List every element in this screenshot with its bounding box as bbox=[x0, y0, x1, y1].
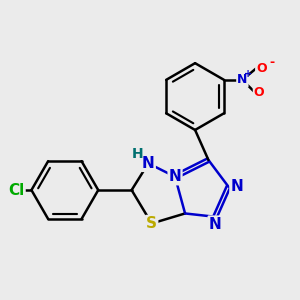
Text: N: N bbox=[230, 179, 243, 194]
Text: N: N bbox=[209, 217, 221, 232]
Text: H: H bbox=[132, 147, 143, 161]
Text: N: N bbox=[169, 169, 182, 184]
Text: N: N bbox=[142, 156, 155, 171]
Text: O: O bbox=[256, 62, 267, 75]
Text: O: O bbox=[254, 86, 264, 99]
Text: N: N bbox=[237, 74, 248, 86]
Text: S: S bbox=[146, 216, 157, 231]
Text: Cl: Cl bbox=[8, 183, 25, 198]
Text: +: + bbox=[244, 69, 252, 79]
Text: -: - bbox=[270, 56, 275, 69]
